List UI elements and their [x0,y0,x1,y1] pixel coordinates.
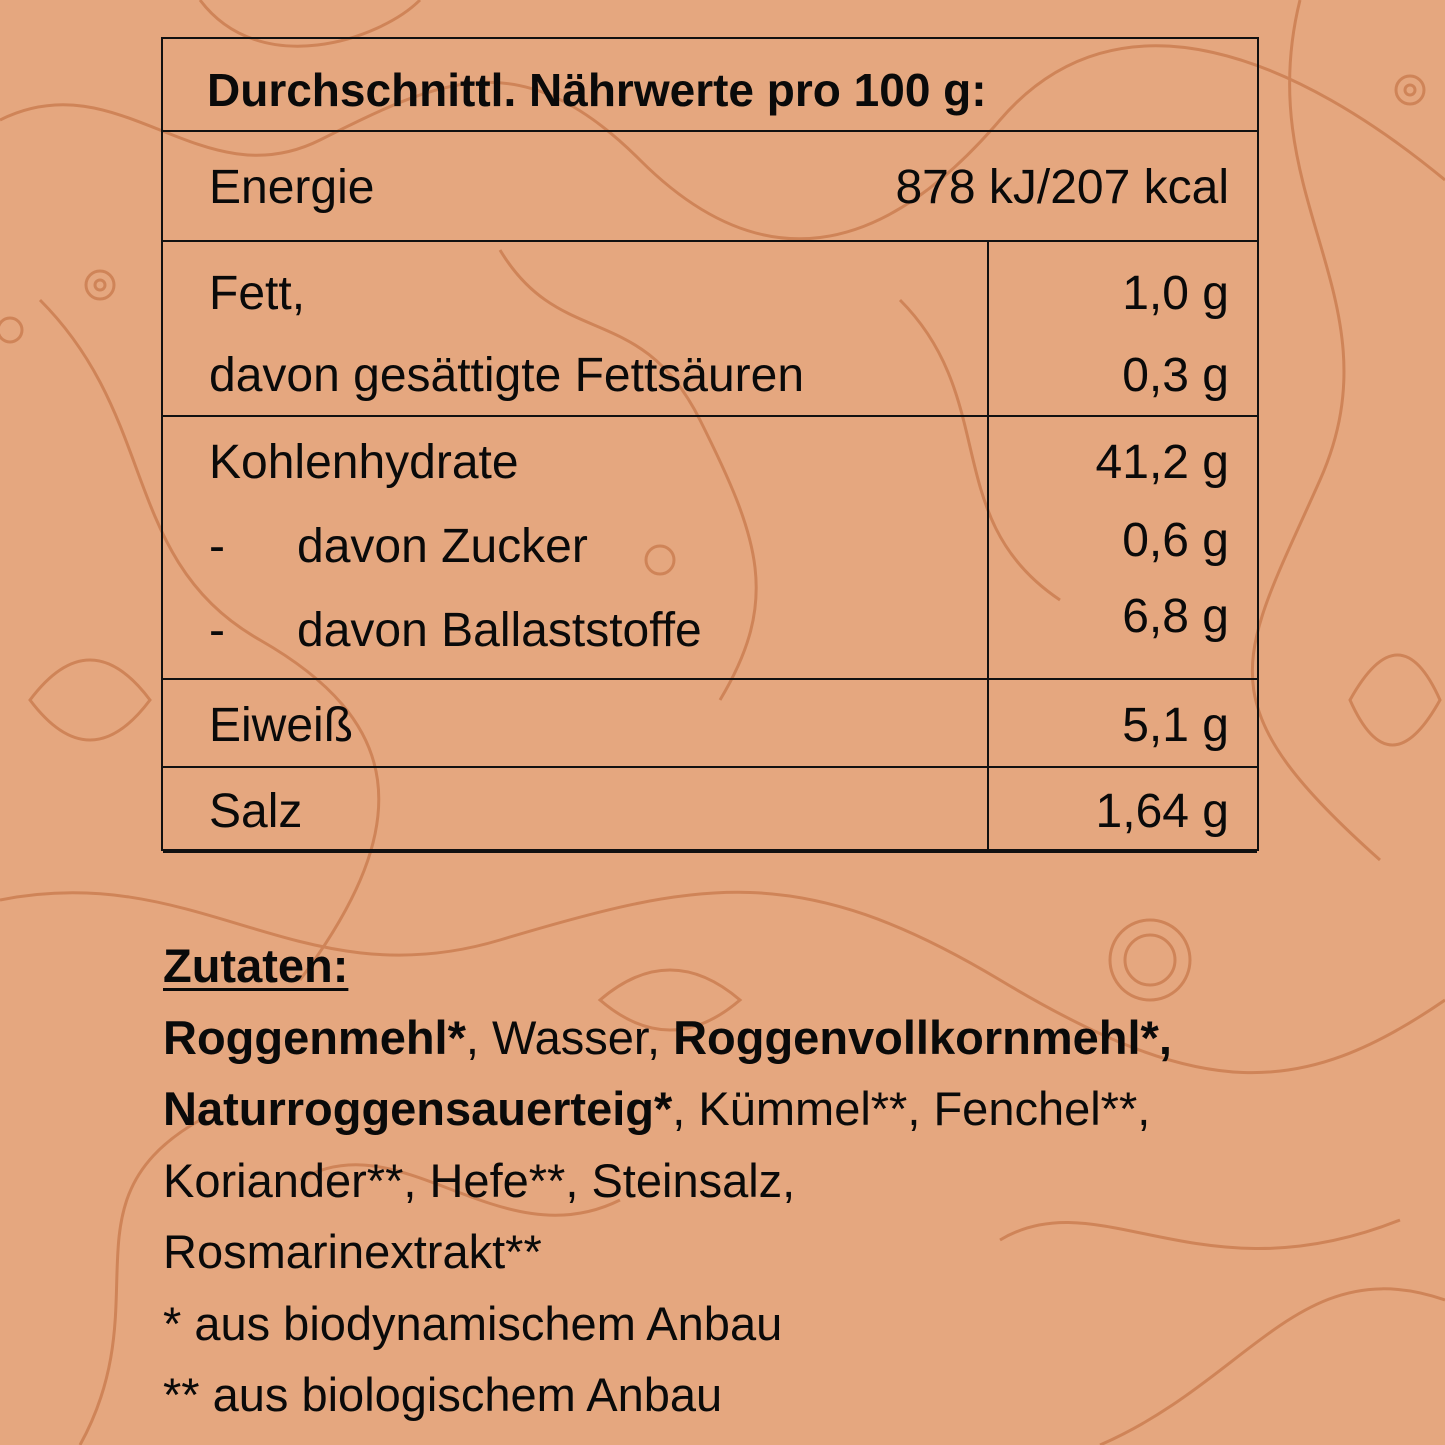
fiber-dash: - [209,604,225,657]
nutrition-title-row: Durchschnittl. Nährwerte pro 100 g: [163,39,1257,132]
sugar-label: davon Zucker [297,520,588,573]
fiber-value: 6,8 g [1122,590,1229,643]
fiber-label: davon Ballaststoffe [297,604,702,657]
ingredient-rye-flour: Roggenmehl* [163,1010,466,1064]
nutrition-title: Durchschnittl. Nährwerte pro 100 g: [207,64,987,116]
ingredients-line-2: Naturroggensauerteig*, Kümmel**, Fenchel… [163,1073,1172,1145]
ingredients-line-3: Koriander**, Hefe**, Steinsalz, [163,1153,796,1207]
protein-row: Eiweiß 5,1 g [163,680,1257,768]
column-divider [987,242,989,849]
carbohydrates-value: 41,2 g [1095,436,1229,489]
ingredients-heading: Zutaten: [163,939,349,992]
fat-label: Fett, [209,267,306,320]
nutrition-table: Durchschnittl. Nährwerte pro 100 g: Ener… [161,37,1259,853]
ingredient-sourdough: Naturroggensauerteig* [163,1082,673,1135]
ingredient-spices: , Kümmel**, Fenchel**, [672,1082,1151,1135]
ingredient-water: , Wasser, [465,1010,674,1064]
fat-value: 1,0 g [1122,267,1229,320]
saturated-fat-value: 0,3 g [1122,349,1229,402]
carbohydrates-label: Kohlenhydrate [209,436,519,489]
sugar-value: 0,6 g [1122,514,1229,567]
protein-value: 5,1 g [1122,699,1229,752]
ingredients-section: Zutaten: Roggenmehl*, Wasser, Roggenvoll… [163,930,1172,1431]
salt-value: 1,64 g [1095,785,1229,838]
protein-label: Eiweiß [209,699,354,752]
carbohydrates-row: Kohlenhydrate 41,2 g - davon Zucker 0,6 … [163,417,1257,680]
fat-row: Fett, 1,0 g davon gesättigte Fettsäuren … [163,242,1257,417]
ingredients-line-1: Roggenmehl*, Wasser, Roggenvollkornmehl*… [163,1002,1172,1074]
energy-row: Energie 878 kJ/207 kcal [163,132,1257,242]
saturated-fat-label: davon gesättigte Fettsäuren [209,349,805,402]
ingredient-wholegrain-rye-flour: Roggenvollkornmehl*, [673,1010,1172,1064]
salt-label: Salz [209,785,303,838]
sugar-dash: - [209,520,225,573]
energy-value: 878 kJ/207 kcal [895,161,1229,214]
ingredients-line-4: Rosmarinextrakt** [163,1225,542,1278]
energy-label: Energie [209,161,375,214]
footnote-biodynamic: * aus biodynamischem Anbau [163,1296,783,1350]
footnote-organic: ** aus biologischem Anbau [163,1368,723,1421]
salt-row: Salz 1,64 g [163,768,1257,853]
